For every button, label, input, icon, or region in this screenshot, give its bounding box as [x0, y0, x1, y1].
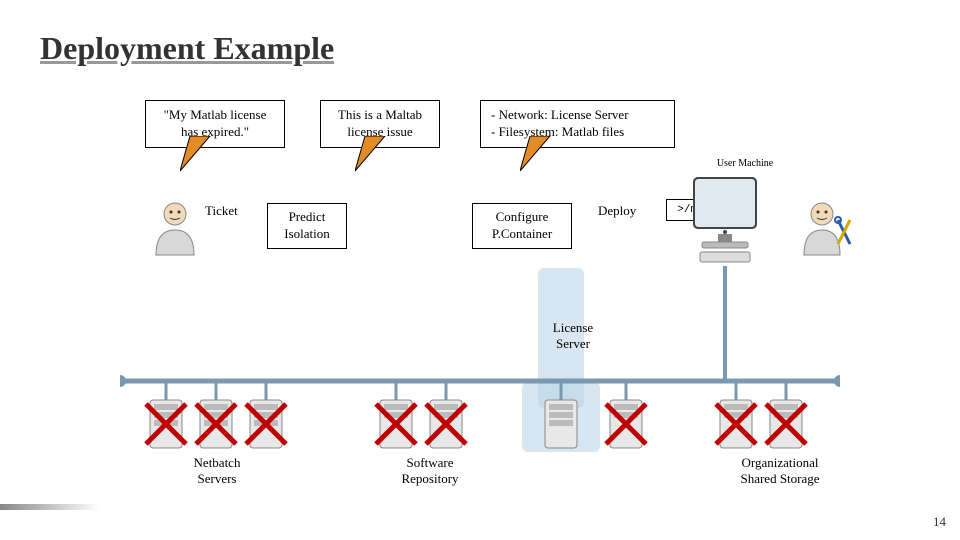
- orgstore-line1: Organizational: [720, 455, 840, 471]
- callout3-line2: - Filesystem: Matlab files: [491, 124, 664, 141]
- callout1-tail: [180, 136, 220, 176]
- x-mark-1: [142, 400, 190, 448]
- netbatch-label: Netbatch Servers: [172, 455, 262, 486]
- license-line1: License: [538, 320, 608, 336]
- monitor-drop-line: [720, 266, 730, 380]
- person-technician-icon: [800, 200, 855, 260]
- x-mark-7: [712, 400, 760, 448]
- page-number: 14: [933, 514, 946, 530]
- softrepo-line1: Software: [380, 455, 480, 471]
- license-line2: Server: [538, 336, 608, 352]
- callout2-tail: [355, 136, 395, 176]
- predict-line2: Isolation: [278, 226, 336, 243]
- x-mark-6: [602, 400, 650, 448]
- x-mark-8: [762, 400, 810, 448]
- predict-line1: Predict: [278, 209, 336, 226]
- deploy-label: Deploy: [598, 203, 636, 219]
- netbatch-line1: Netbatch: [172, 455, 262, 471]
- callout3-tail: [520, 136, 560, 176]
- x-mark-4: [372, 400, 420, 448]
- server-license: [541, 396, 581, 452]
- user-monitor-icon: [688, 172, 762, 266]
- softrepo-label: Software Repository: [380, 455, 480, 486]
- slide-title: Deployment Example: [40, 30, 334, 67]
- netbatch-line2: Servers: [172, 471, 262, 487]
- footer-gradient: [0, 504, 100, 510]
- orgstore-line2: Shared Storage: [720, 471, 840, 487]
- callout2-line1: This is a Maltab: [331, 107, 429, 124]
- user-machine-label: User Machine: [700, 158, 790, 169]
- callout1-line1: "My Matlab license: [156, 107, 274, 124]
- callout-dependencies: - Network: License Server - Filesystem: …: [480, 100, 675, 148]
- network-bus: [120, 372, 840, 390]
- x-mark-5: [422, 400, 470, 448]
- configure-line1: Configure: [483, 209, 561, 226]
- configure-line2: P.Container: [483, 226, 561, 243]
- orgstore-label: Organizational Shared Storage: [720, 455, 840, 486]
- callout3-line1: - Network: License Server: [491, 107, 664, 124]
- softrepo-line2: Repository: [380, 471, 480, 487]
- x-mark-2: [192, 400, 240, 448]
- ticket-label: Ticket: [205, 203, 238, 219]
- x-mark-3: [242, 400, 290, 448]
- person-user-icon: [150, 200, 200, 260]
- license-server-label: License Server: [538, 320, 608, 351]
- predict-isolation-box: Predict Isolation: [267, 203, 347, 249]
- configure-box: Configure P.Container: [472, 203, 572, 249]
